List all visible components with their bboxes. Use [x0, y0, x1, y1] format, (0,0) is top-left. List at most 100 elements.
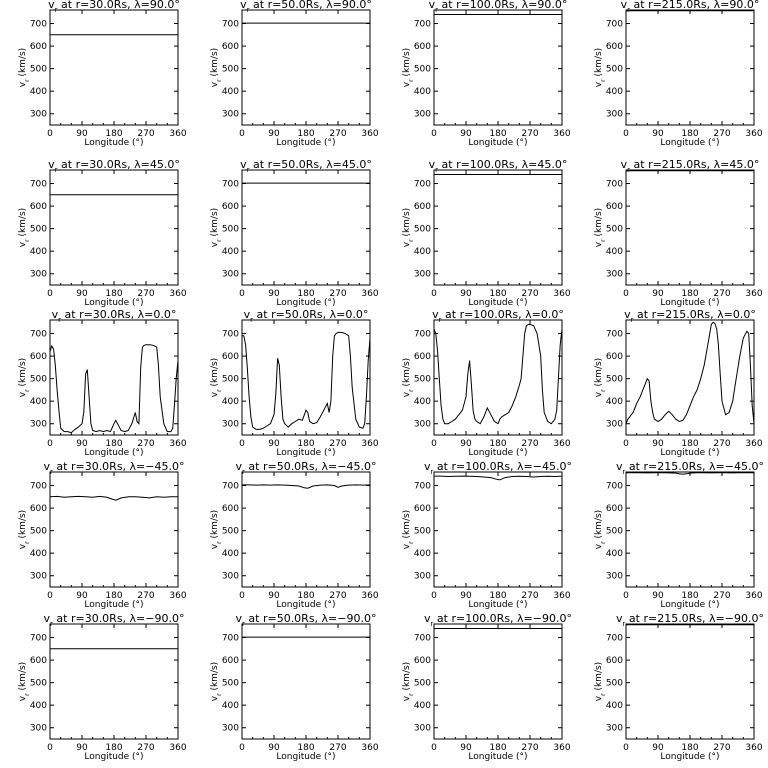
y-axis-label: vr (km/s) — [210, 48, 223, 87]
series-line — [242, 484, 371, 489]
chart-panel-14: vr at r=50.0Rs, λ=−45.0°0 90 180 270 3603004… — [210, 460, 379, 610]
plot-frame — [49, 623, 179, 740]
x-tick-label: 180 — [297, 289, 314, 299]
x-tick-label: 270 — [137, 439, 154, 449]
y-tick-label: 400 — [414, 87, 431, 97]
chart-panel-4: vr at r=215.0Rs, λ=90.0°0 90 180 270 3603004… — [594, 0, 763, 148]
x-tick-label: 360 — [169, 129, 186, 139]
x-tick-label: 0 — [431, 591, 437, 601]
x-tick-label: 90 — [268, 439, 280, 449]
x-tick-label: 0 — [623, 439, 629, 449]
y-axis-label: vr (km/s) — [18, 48, 31, 87]
y-tick-label: 500 — [30, 375, 47, 385]
y-tick-label: 400 — [606, 549, 623, 559]
x-tick-label: 90 — [76, 129, 88, 139]
y-tick-label: 600 — [414, 504, 431, 514]
y-axis-label: vr (km/s) — [594, 208, 607, 247]
y-tick-label: 300 — [414, 270, 431, 280]
x-axis-label: Longitude (°) — [276, 138, 335, 148]
y-tick-label: 400 — [30, 247, 47, 257]
x-tick-label: 90 — [460, 129, 472, 139]
x-axis-label: Longitude (°) — [660, 138, 719, 148]
chart-panel-1: vr at r=30.0Rs, λ=90.0°0 90 180 270 36030040… — [18, 0, 187, 148]
y-tick-label: 500 — [606, 679, 623, 689]
x-tick-label: 180 — [297, 591, 314, 601]
y-tick-label: 600 — [30, 504, 47, 514]
y-tick-label: 700 — [30, 482, 47, 492]
x-tick-label: 180 — [297, 129, 314, 139]
chart-panel-11: vr at r=100.0Rs, λ=0.0°0 90 180 270 36030040… — [402, 308, 571, 458]
chart-panel-8: vr at r=215.0Rs, λ=45.0°0 90 180 270 3603004… — [594, 158, 763, 308]
y-axis-label: vr (km/s) — [18, 358, 31, 397]
y-tick-label: 700 — [606, 634, 623, 644]
x-axis-label: Longitude (°) — [468, 600, 527, 610]
x-tick-label: 360 — [361, 129, 378, 139]
y-tick-label: 600 — [606, 352, 623, 362]
x-tick-label: 360 — [553, 289, 570, 299]
y-tick-label: 300 — [30, 572, 47, 582]
x-tick-label: 360 — [169, 289, 186, 299]
y-axis-label: vr (km/s) — [18, 662, 31, 701]
y-tick-label: 700 — [30, 634, 47, 644]
y-tick-label: 400 — [414, 397, 431, 407]
y-tick-label: 600 — [606, 42, 623, 52]
x-tick-label: 360 — [745, 289, 762, 299]
x-tick-label: 360 — [745, 439, 762, 449]
y-tick-label: 400 — [222, 397, 239, 407]
y-tick-label: 600 — [222, 202, 239, 212]
y-tick-label: 700 — [606, 180, 623, 190]
y-tick-label: 300 — [414, 724, 431, 734]
x-tick-label: 270 — [521, 129, 538, 139]
chart-panel-6: vr at r=50.0Rs, λ=45.0°0 90 180 270 36030040… — [210, 158, 379, 308]
y-tick-label: 700 — [414, 634, 431, 644]
plot-frame — [241, 623, 371, 740]
y-tick-label: 500 — [414, 375, 431, 385]
y-tick-label: 400 — [606, 247, 623, 257]
y-tick-label: 500 — [30, 65, 47, 75]
y-tick-label: 400 — [30, 701, 47, 711]
series-line — [625, 321, 755, 424]
chart-panel-18: vr at r=50.0Rs, λ=−90.0°0 90 180 270 3603004… — [210, 612, 379, 762]
x-tick-label: 90 — [268, 591, 280, 601]
y-tick-label: 700 — [414, 330, 431, 340]
x-tick-label: 180 — [105, 289, 122, 299]
x-tick-label: 0 — [623, 289, 629, 299]
y-tick-label: 600 — [606, 202, 623, 212]
y-tick-label: 500 — [606, 375, 623, 385]
plot-frame — [433, 471, 563, 588]
y-tick-label: 300 — [222, 572, 239, 582]
y-axis-label: vr (km/s) — [210, 662, 223, 701]
x-tick-label: 270 — [137, 743, 154, 753]
x-tick-label: 90 — [460, 289, 472, 299]
plot-frame — [433, 9, 563, 126]
chart-panel-19: vr at r=100.0Rs, λ=−90.0° 0 90 180 270 360 300… — [402, 612, 572, 762]
y-tick-label: 600 — [222, 352, 239, 362]
x-tick-label: 180 — [105, 129, 122, 139]
x-tick-label: 360 — [361, 743, 378, 753]
x-tick-label: 360 — [553, 439, 570, 449]
y-tick-label: 300 — [414, 420, 431, 430]
x-tick-label: 90 — [460, 591, 472, 601]
y-tick-label: 300 — [222, 420, 239, 430]
y-tick-label: 400 — [606, 397, 623, 407]
series-line — [626, 472, 754, 475]
plot-frame — [49, 9, 179, 126]
chart-panel-16: vr at r=215.0Rs, λ=−45.0° 0 90 180 270 360 300… — [594, 460, 764, 610]
x-tick-label: 180 — [489, 289, 506, 299]
x-tick-label: 0 — [239, 591, 245, 601]
y-tick-label: 400 — [222, 87, 239, 97]
y-axis-label: vr (km/s) — [18, 510, 31, 549]
y-tick-label: 400 — [414, 549, 431, 559]
x-tick-label: 0 — [431, 129, 437, 139]
x-tick-label: 90 — [76, 591, 88, 601]
y-tick-label: 300 — [30, 270, 47, 280]
y-tick-label: 700 — [606, 482, 623, 492]
x-tick-label: 90 — [652, 591, 664, 601]
y-axis-label: vr (km/s) — [594, 510, 607, 549]
x-axis-label: Longitude (°) — [660, 298, 719, 308]
x-tick-label: 180 — [297, 743, 314, 753]
y-tick-label: 500 — [222, 225, 239, 235]
y-axis-label: vr (km/s) — [402, 510, 415, 549]
y-tick-label: 400 — [222, 247, 239, 257]
x-tick-label: 270 — [521, 439, 538, 449]
